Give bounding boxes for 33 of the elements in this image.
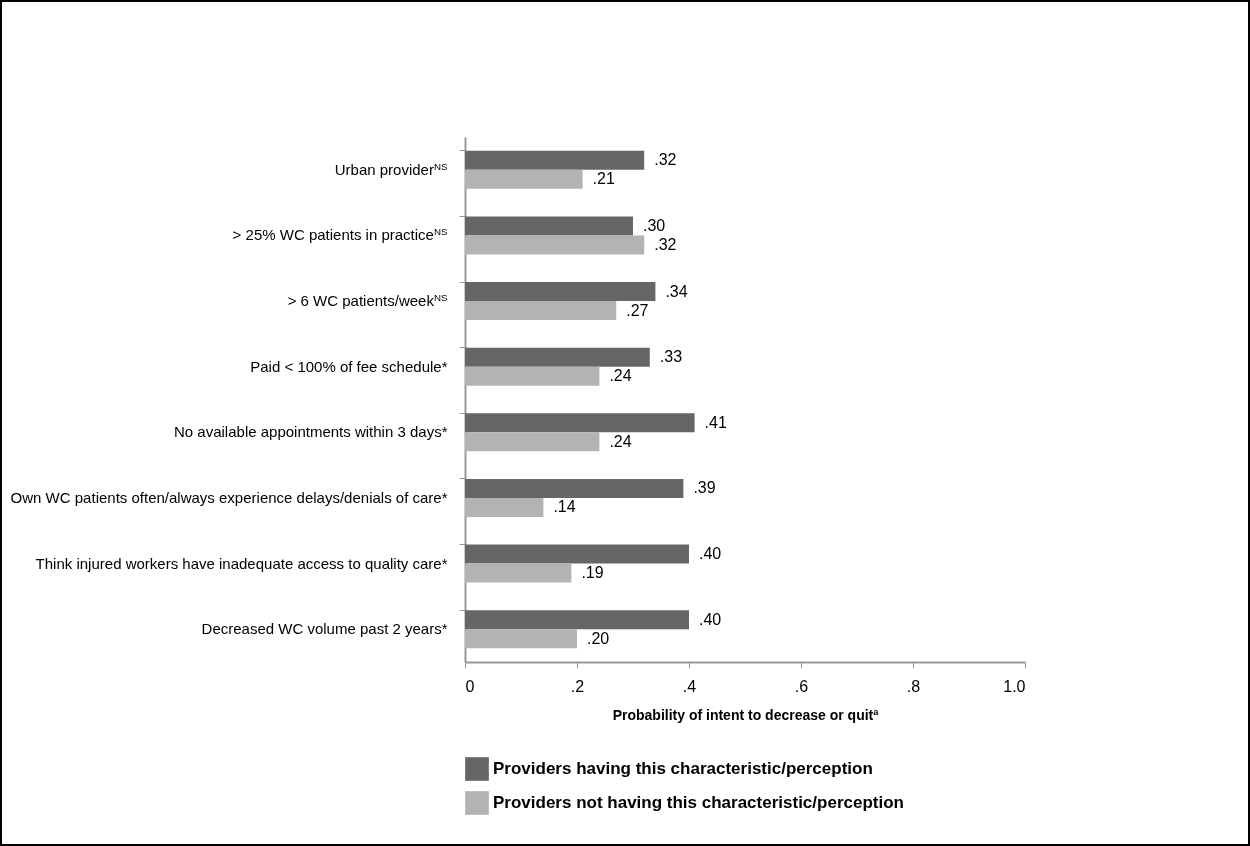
- data-label: .32: [654, 235, 677, 253]
- x-tick-label: .6: [794, 677, 809, 695]
- data-label: .24: [609, 432, 632, 450]
- data-label: .39: [693, 479, 716, 497]
- x-tick-label: .8: [906, 677, 921, 695]
- legend-label: Providers having this characteristic/perception: [493, 759, 873, 778]
- legend-label: Providers not having this characteristic/perception: [493, 793, 904, 812]
- y-tick-label: Paid < 100% of fee schedule*: [250, 357, 448, 375]
- data-label: .19: [581, 564, 604, 582]
- x-axis-title: Probability of intent to decrease or quit$^{a}$: [612, 706, 880, 723]
- data-label: .27: [626, 301, 649, 319]
- x-tick-label: 1.0: [1003, 677, 1026, 695]
- data-label: .40: [699, 610, 722, 628]
- y-tick-label: Decreased WC volume past 2 years*: [201, 620, 448, 638]
- data-label: .20: [587, 629, 610, 647]
- data-label: .24: [609, 367, 632, 385]
- y-tick-label: Think injured workers have inadequate access to quality care*: [35, 554, 448, 572]
- data-label: .21: [592, 170, 615, 188]
- y-tick-label: > 6 WC patients/week$^{NS}$: [287, 291, 448, 310]
- y-tick-label: Own WC patients often/always experience delays/denials of care*: [10, 488, 448, 506]
- y-tick-label: No available appointments within 3 days*: [174, 423, 448, 441]
- y-tick-label: > 25% WC patients in practice$^{NS}$: [232, 225, 448, 244]
- y-tick-label: Urban provider$^{NS}$: [334, 160, 448, 178]
- data-label: .14: [553, 498, 576, 516]
- x-tick-label: 0: [465, 677, 475, 695]
- data-label: .34: [665, 282, 688, 300]
- data-label: .40: [699, 545, 722, 563]
- data-label: .33: [659, 348, 683, 366]
- data-label: .30: [643, 216, 666, 234]
- data-label: .32: [654, 151, 677, 169]
- data-label: .41: [704, 413, 727, 431]
- x-tick-label: .2: [570, 677, 585, 695]
- x-tick-label: .4: [682, 677, 697, 695]
